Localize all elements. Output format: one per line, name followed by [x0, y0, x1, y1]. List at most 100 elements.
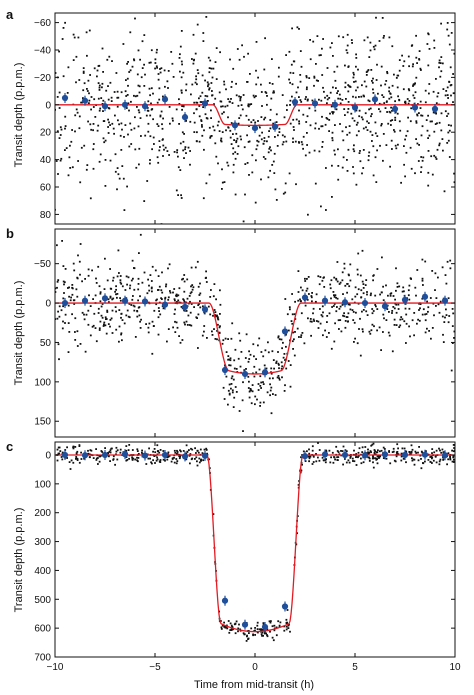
- raw-point: [168, 263, 171, 266]
- raw-point: [104, 185, 107, 187]
- raw-point: [393, 318, 396, 321]
- binned-point: [431, 105, 439, 113]
- raw-point: [311, 300, 313, 303]
- raw-point: [157, 125, 160, 127]
- raw-point: [182, 105, 185, 108]
- raw-point: [290, 63, 293, 66]
- raw-point: [288, 172, 291, 175]
- raw-point: [259, 401, 262, 404]
- raw-point: [147, 122, 150, 125]
- raw-point: [99, 107, 102, 110]
- raw-point: [364, 284, 367, 286]
- raw-point: [64, 149, 66, 151]
- raw-point: [154, 58, 157, 61]
- raw-point: [292, 72, 295, 74]
- raw-point: [180, 450, 182, 453]
- raw-point: [348, 85, 351, 88]
- raw-point: [133, 288, 136, 291]
- raw-point: [446, 463, 448, 466]
- raw-point: [416, 62, 418, 64]
- raw-point: [321, 279, 324, 282]
- raw-point: [376, 63, 378, 66]
- raw-point: [119, 134, 122, 137]
- binned-point: [141, 103, 149, 110]
- raw-point: [408, 325, 410, 328]
- raw-point: [306, 450, 308, 453]
- raw-point: [358, 152, 361, 154]
- raw-point: [213, 283, 216, 285]
- raw-point: [167, 298, 170, 301]
- raw-point: [187, 146, 190, 149]
- raw-point: [435, 449, 438, 452]
- raw-point: [185, 452, 188, 455]
- raw-point: [357, 288, 360, 291]
- raw-point: [109, 124, 111, 126]
- raw-point: [388, 311, 390, 313]
- raw-point: [421, 279, 424, 282]
- raw-point: [109, 295, 112, 298]
- raw-point: [196, 83, 198, 86]
- raw-point: [394, 111, 397, 114]
- raw-point: [355, 311, 357, 314]
- raw-point: [216, 124, 219, 127]
- raw-point: [369, 130, 372, 133]
- raw-point: [439, 75, 442, 78]
- raw-point: [197, 313, 200, 316]
- raw-point: [186, 324, 189, 326]
- raw-point: [368, 151, 371, 154]
- raw-point: [203, 448, 206, 451]
- raw-point: [220, 628, 223, 630]
- raw-point: [306, 86, 308, 89]
- raw-point: [100, 450, 103, 452]
- raw-point: [408, 298, 411, 301]
- raw-point: [136, 315, 139, 318]
- raw-point: [336, 456, 338, 459]
- raw-point: [103, 288, 106, 290]
- raw-point: [307, 213, 309, 216]
- raw-point: [321, 47, 323, 50]
- raw-point: [361, 328, 364, 331]
- raw-point: [381, 291, 383, 294]
- raw-point: [129, 31, 132, 34]
- raw-point: [176, 451, 179, 453]
- raw-point: [248, 396, 251, 399]
- raw-point: [261, 131, 263, 134]
- raw-point: [56, 286, 58, 289]
- raw-point: [264, 91, 267, 93]
- raw-point: [190, 447, 192, 450]
- binned-point: [181, 453, 189, 460]
- raw-point: [95, 282, 98, 284]
- raw-point: [292, 348, 294, 350]
- raw-point: [410, 167, 413, 170]
- raw-point: [273, 367, 275, 370]
- binned-point: [371, 96, 379, 103]
- raw-point: [448, 156, 451, 158]
- binned-point: [341, 299, 349, 306]
- raw-point: [429, 461, 432, 463]
- raw-point: [422, 284, 424, 286]
- raw-point: [449, 456, 451, 458]
- raw-point: [132, 277, 134, 280]
- raw-point: [98, 285, 101, 288]
- raw-point: [129, 122, 132, 125]
- raw-point: [238, 623, 240, 626]
- raw-point: [69, 144, 71, 147]
- raw-point: [362, 461, 365, 464]
- raw-point: [146, 180, 149, 182]
- raw-point: [296, 26, 299, 29]
- raw-point: [389, 119, 392, 122]
- raw-point: [347, 108, 350, 110]
- raw-point: [71, 287, 74, 290]
- raw-point: [130, 304, 133, 306]
- raw-point: [257, 76, 259, 79]
- raw-point: [408, 89, 411, 92]
- raw-point: [98, 89, 101, 91]
- raw-point: [363, 80, 366, 83]
- raw-point: [217, 162, 219, 165]
- raw-point: [266, 635, 269, 638]
- raw-point: [129, 287, 131, 290]
- raw-point: [107, 298, 110, 301]
- raw-point: [147, 457, 150, 460]
- raw-point: [136, 73, 139, 76]
- raw-point: [309, 318, 312, 320]
